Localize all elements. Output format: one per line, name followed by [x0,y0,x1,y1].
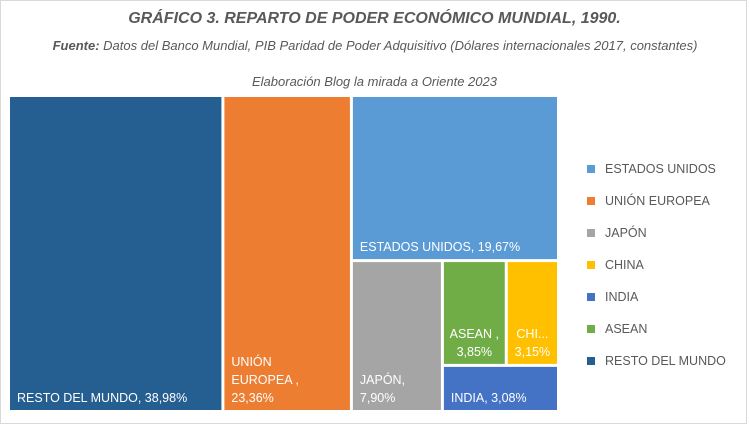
chart-subtitle: Fuente: Datos del Banco Mundial, PIB Par… [40,37,710,55]
treemap-label-japon: JAPÓN, [360,372,405,387]
legend-item-resto-del-mundo: RESTO DEL MUNDO [587,345,747,377]
treemap-label-estados-unidos: ESTADOS UNIDOS, 19,67% [360,240,520,254]
chart-legend: ESTADOS UNIDOS UNIÓN EUROPEA JAPÓN CHINA IND… [587,153,747,377]
treemap-label-japon: 7,90% [360,391,395,405]
treemap-tile-japon: JAPÓN, 7,90% [352,262,441,410]
legend-swatch [587,165,595,173]
treemap-tile-union-europea: UNIÓN EUROPEA , 23,36% [224,97,350,410]
treemap-tile-resto-del-mundo: RESTO DEL MUNDO, 38,98% [10,97,222,410]
legend-swatch [587,357,595,365]
treemap-label-union-europea: UNIÓN [231,354,271,369]
legend-item-union-europea: UNIÓN EUROPEA [587,185,747,217]
legend-swatch [587,293,595,301]
treemap-rect-estados-unidos [352,97,557,260]
treemap-label-union-europea: EUROPEA , [231,373,298,387]
treemap-rect-india [443,366,557,410]
legend-label: CHINA [605,258,644,272]
treemap-rect-asean [443,262,505,364]
legend-swatch [587,197,595,205]
legend-label: ASEAN [605,322,648,336]
treemap-rect-china [507,262,557,364]
legend-item-asean: ASEAN [587,313,747,345]
treemap-label-union-europea: 23,36% [231,391,273,405]
treemap-label-china: CHI... [516,327,548,341]
legend-label: INDIA [605,290,639,304]
treemap-tile-india: INDIA, 3,08% [443,366,557,410]
legend-item-china: CHINA [587,249,747,281]
chart-title: GRÁFICO 3. REPARTO DE PODER ECONÓMICO MU… [128,10,621,27]
legend-item-india: INDIA [587,281,747,313]
treemap-label-resto-del-mundo: RESTO DEL MUNDO, 38,98% [17,391,187,405]
treemap-tile-asean: ASEAN , 3,85% [443,262,505,364]
treemap-label-china: 3,15% [515,345,550,359]
legend-label: UNIÓN EUROPEA [605,194,710,208]
treemap-tile-estados-unidos: ESTADOS UNIDOS, 19,67% [352,97,557,260]
chart-credit: Elaboración Blog la mirada a Oriente 202… [252,74,497,89]
source-text: Datos del Banco Mundial, PIB Paridad de … [103,38,698,53]
treemap-rect-resto-del-mundo [10,97,222,410]
treemap-tile-china: CHI... 3,15% [507,262,557,364]
legend-label: JAPÓN [605,226,647,240]
treemap-label-india: INDIA, 3,08% [451,391,527,405]
treemap-rect-japon [352,262,441,410]
legend-swatch [587,261,595,269]
treemap-label-asean: 3,85% [457,345,492,359]
treemap-label-asean: ASEAN , [450,327,499,341]
treemap-rect-union-europea [224,97,350,410]
legend-item-japon: JAPÓN [587,217,747,249]
legend-swatch [587,325,595,333]
legend-label: RESTO DEL MUNDO [605,354,726,368]
legend-item-estados-unidos: ESTADOS UNIDOS [587,153,747,185]
source-label: Fuente: [52,38,100,53]
legend-label: ESTADOS UNIDOS [605,162,716,176]
legend-swatch [587,229,595,237]
